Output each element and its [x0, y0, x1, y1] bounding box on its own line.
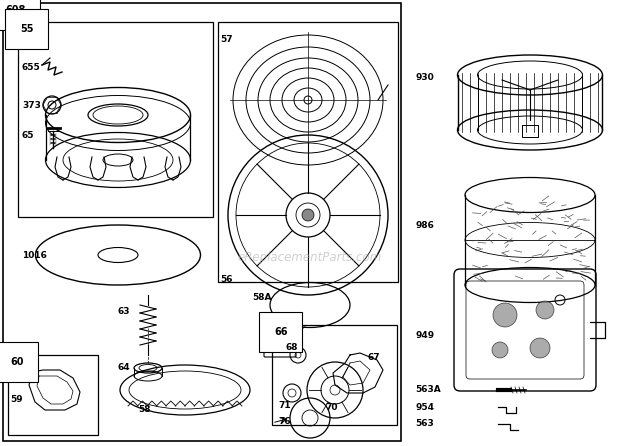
- Text: eReplacementParts.com: eReplacementParts.com: [238, 252, 382, 264]
- Text: 655: 655: [22, 63, 41, 73]
- Text: 58A: 58A: [252, 293, 272, 302]
- Text: 58: 58: [138, 405, 151, 414]
- Bar: [18, 22, 213, 217]
- Text: 954: 954: [415, 402, 434, 412]
- Text: 66: 66: [274, 327, 288, 337]
- Circle shape: [492, 342, 508, 358]
- Text: 76: 76: [278, 417, 291, 426]
- Text: 1016: 1016: [22, 251, 47, 260]
- Bar: [272, 325, 397, 425]
- Text: 55: 55: [20, 24, 33, 34]
- Text: 949: 949: [415, 330, 434, 339]
- Text: 64: 64: [118, 363, 131, 372]
- Bar: [3, 3, 401, 441]
- Circle shape: [530, 338, 550, 358]
- Text: 70: 70: [325, 404, 337, 413]
- Text: 563: 563: [415, 420, 434, 429]
- Text: 608: 608: [5, 5, 25, 15]
- Text: 563A: 563A: [415, 385, 441, 395]
- Text: 68: 68: [285, 343, 298, 352]
- Text: 67: 67: [368, 354, 381, 363]
- Text: 65: 65: [22, 132, 35, 140]
- Text: 56: 56: [220, 276, 232, 285]
- Text: 373: 373: [22, 100, 41, 110]
- Circle shape: [536, 301, 554, 319]
- Circle shape: [493, 303, 517, 327]
- Text: 986: 986: [415, 220, 434, 230]
- Circle shape: [302, 209, 314, 221]
- Bar: [218, 22, 398, 282]
- Text: 930: 930: [415, 74, 434, 83]
- Text: 71: 71: [278, 401, 291, 410]
- Text: 59: 59: [10, 396, 22, 405]
- Bar: [8, 355, 98, 435]
- Text: 63: 63: [118, 307, 130, 317]
- Text: 60: 60: [10, 357, 24, 367]
- Text: 57: 57: [220, 36, 232, 45]
